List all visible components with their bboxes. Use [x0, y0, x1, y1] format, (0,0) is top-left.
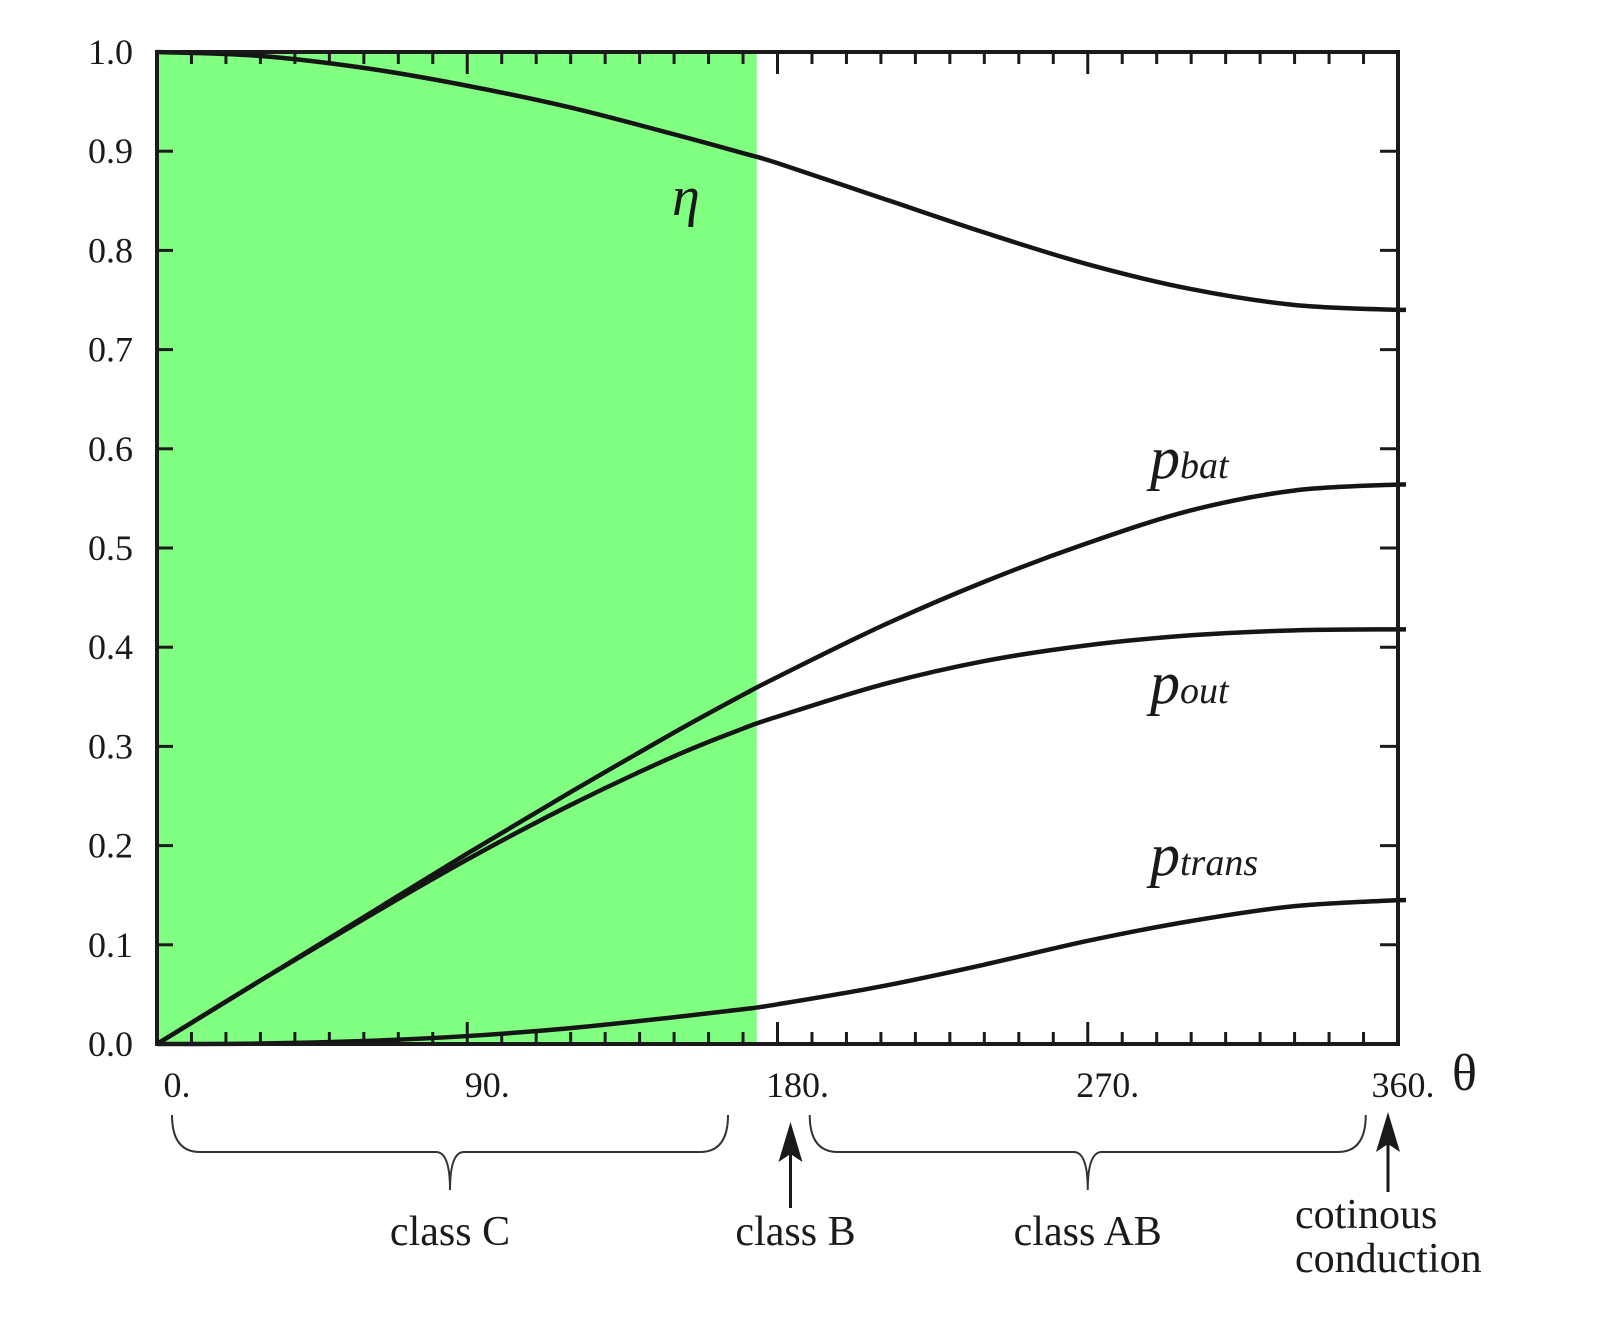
y-tick-labels: 0.0 0.1 0.2 0.3 0.4 0.5 0.6 0.7 0.8 0.9 1.0: [88, 32, 133, 1064]
class-c-shaded-region: [157, 52, 757, 1044]
annotation-continuous-line: conduction: [1295, 1236, 1482, 1282]
x-tick-labels: 0. 90. 180. 270. 360.: [164, 1065, 1435, 1105]
y-tick-label: 0.1: [88, 925, 133, 965]
brace: [808, 1114, 1367, 1191]
y-tick-label: 0.8: [88, 230, 133, 270]
series-curves: [155, 49, 1406, 1047]
x-axis-label: θ: [1452, 1045, 1477, 1102]
series-label-η: η: [672, 166, 700, 228]
plot-frame: [155, 50, 1400, 1046]
series-line-pout: [155, 627, 1406, 1046]
arrow-head: [1376, 1112, 1400, 1152]
y-tick-label: 0.0: [88, 1024, 133, 1064]
annotation-continuous-line: cotinous: [1295, 1192, 1437, 1238]
x-tick-label: 270.: [1076, 1065, 1139, 1105]
series-label-sub: bat: [1180, 445, 1230, 487]
x-tick-label: 360.: [1372, 1065, 1435, 1105]
series-line-η: [156, 49, 1406, 313]
y-tick-label: 0.4: [88, 627, 133, 667]
annotation-class-ab: class AB: [1014, 1209, 1162, 1255]
brace: [171, 1114, 730, 1191]
series-label-pout: pout: [1146, 650, 1230, 716]
series-label-pbat: pbat: [1146, 425, 1230, 491]
series-label-main: η: [672, 166, 700, 228]
annotation-class-b: class B: [735, 1209, 855, 1255]
y-tick-label: 1.0: [88, 32, 133, 72]
x-tick-label: 180.: [766, 1065, 829, 1105]
y-tick-label: 0.2: [88, 826, 133, 866]
series-label-main: p: [1146, 650, 1180, 716]
annotation-class-c: class C: [390, 1209, 510, 1255]
series-label-sub: out: [1180, 670, 1230, 712]
x-tick-label: 90.: [465, 1065, 510, 1105]
series-label-ptrans: ptrans: [1146, 822, 1258, 888]
x-tick-label: 0.: [164, 1065, 191, 1105]
y-tick-label: 0.6: [88, 429, 133, 469]
y-tick-label: 0.5: [88, 528, 133, 568]
series-label-main: p: [1146, 425, 1180, 491]
y-tick-label: 0.3: [88, 726, 133, 766]
series-label-sub: trans: [1180, 842, 1258, 884]
series-label-main: p: [1146, 822, 1180, 888]
series-line-ptrans: [156, 897, 1406, 1047]
arrow-head: [778, 1122, 803, 1162]
y-tick-label: 0.7: [88, 330, 133, 370]
y-tick-label: 0.9: [88, 131, 133, 171]
